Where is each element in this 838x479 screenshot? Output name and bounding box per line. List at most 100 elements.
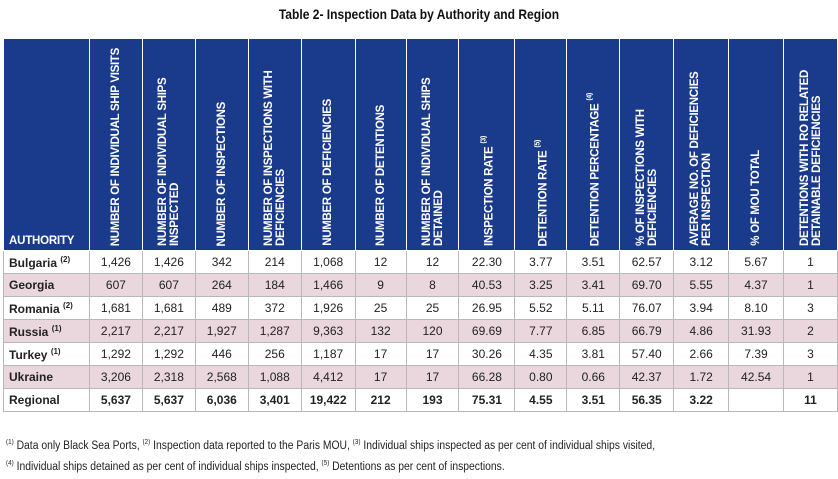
table-cell: 1,927: [194, 319, 249, 343]
table-cell: 446: [194, 342, 249, 366]
footnote-marker: (5): [321, 460, 330, 467]
footnote-text: Inspection data reported to the Paris MO…: [150, 439, 353, 452]
table-cell: 2: [783, 319, 838, 343]
footnote-line-2: (4) Individual ships detained as per cen…: [6, 460, 505, 473]
col-header-deficiencies: NUMBER OF DEFICIENCIES: [300, 38, 356, 251]
table-cell: 184: [247, 273, 302, 297]
table-row: Romania (2) 1,681 1,681 489 372 1,926 25 25 26.9…: [3, 296, 838, 320]
table-cell: 1,292: [141, 342, 196, 366]
footnote-text: Data only Black Sea Ports,: [13, 439, 143, 452]
table-cell: 1: [783, 250, 838, 274]
table-cell: 607: [141, 273, 196, 297]
table-cell: 120: [405, 319, 460, 343]
table-cell: 40.53: [458, 273, 516, 297]
authority-name-cell: Georgia: [3, 273, 90, 297]
table-cell: 4.37: [728, 273, 784, 297]
col-header-detention-rate: DETENTION RATE (5): [514, 38, 568, 251]
table-cell: 69.70: [619, 273, 675, 297]
table-cell: 66.79: [619, 319, 675, 343]
authority-name-cell: Ukraine: [3, 365, 90, 389]
authority-name: Turkey: [9, 347, 48, 362]
table-cell: 56.35: [619, 388, 675, 412]
table-cell: 75.31: [458, 388, 516, 412]
table-cell: 3.81: [566, 342, 621, 366]
table-cell: 264: [194, 273, 249, 297]
authority-name: Romania: [9, 301, 60, 316]
table-cell: 214: [247, 250, 302, 274]
table-cell: 69.69: [458, 319, 516, 343]
footnote-marker: (4): [6, 460, 14, 467]
table-cell: 1,681: [141, 296, 196, 320]
table-row: Turkey (1) 1,292 1,292 446 256 1,187 17 17 30.26…: [3, 342, 838, 366]
table-cell: 42.54: [728, 365, 784, 389]
col-header-authority: AUTHORITY: [3, 38, 90, 251]
table-cell: 76.07: [619, 296, 675, 320]
table-row: Russia (1) 2,217 2,217 1,927 1,287 9,363 132 12…: [3, 319, 838, 343]
table-cell: 17: [405, 342, 460, 366]
table-cell: 1: [783, 273, 838, 297]
col-header-detention-percentage: DETENTION PERCENTAGE (4): [566, 38, 621, 251]
footnote-marker: (1): [6, 439, 14, 446]
regional-total-row: Regional 5,637 5,637 6,036 3,401 19,422 212 193…: [3, 388, 838, 412]
table-cell: 3.41: [566, 273, 621, 297]
footnote-text: Individual ships detained as per cent of…: [13, 460, 322, 473]
authority-name: Bulgaria: [9, 255, 58, 270]
col-header-pct-inspections-with-deficiencies: % OF INSPECTIONS WITH DEFICIENCIES: [619, 38, 675, 251]
table-cell: 31.93: [728, 319, 784, 343]
table-cell: 25: [405, 296, 460, 320]
col-header-inspection-rate: INSPECTION RATE (3): [458, 38, 516, 251]
table-cell: 607: [88, 273, 143, 297]
table-cell: 22.30: [458, 250, 516, 274]
table-cell: 19,422: [300, 388, 356, 412]
col-header-avg-deficiencies: AVERAGE NO. OF DEFICIENCIES PER INSPECTI…: [673, 38, 730, 251]
table-cell: 5.52: [514, 296, 568, 320]
col-header-ships-detained: NUMBER OF INDIVIDUAL SHIPS DETAINED: [405, 38, 460, 251]
table-cell: 26.95: [458, 296, 516, 320]
table-cell: 0.66: [566, 365, 621, 389]
table-title: Table 2- Inspection Data by Authority an…: [278, 6, 560, 22]
table-cell: 1,068: [300, 250, 356, 274]
table-cell: 1,187: [300, 342, 356, 366]
table-cell: 66.28: [458, 365, 516, 389]
table-cell: 5,637: [88, 388, 143, 412]
table-cell: 4,412: [300, 365, 356, 389]
authority-name-cell: Bulgaria (2): [3, 250, 90, 274]
table-cell: 57.40: [619, 342, 675, 366]
inspection-table: AUTHORITY NUMBER OF INDIVIDUAL SHIP VISI…: [3, 38, 838, 412]
table-cell: 9,363: [300, 319, 356, 343]
table-cell: 3.51: [566, 388, 621, 412]
table-cell: 342: [194, 250, 249, 274]
table-cell: 4.35: [514, 342, 568, 366]
table-cell: 3.77: [514, 250, 568, 274]
authority-name: Russia: [9, 324, 49, 339]
col-header-ship-visits: NUMBER OF INDIVIDUAL SHIP VISITS: [88, 38, 143, 251]
table-cell: 12: [405, 250, 460, 274]
table-cell: 2,217: [141, 319, 196, 343]
table-cell: 1,292: [88, 342, 143, 366]
table-cell: 1,426: [88, 250, 143, 274]
table-cell: 11: [783, 388, 838, 412]
table-cell: 372: [247, 296, 302, 320]
table-cell: 5.11: [566, 296, 621, 320]
table-cell: 1,088: [247, 365, 302, 389]
table-cell: 17: [354, 342, 407, 366]
table-cell: 2,318: [141, 365, 196, 389]
table-cell: 0.80: [514, 365, 568, 389]
authority-name-cell: Romania (2): [3, 296, 90, 320]
table-cell: 3,401: [247, 388, 302, 412]
table-cell: 1: [783, 365, 838, 389]
table-cell: 6,036: [194, 388, 249, 412]
footnote-marker: (1): [50, 346, 61, 356]
table-cell: 3: [783, 342, 838, 366]
table-cell: 6.85: [566, 319, 621, 343]
footnote-line-1: (1) Data only Black Sea Ports, (2) Inspe…: [6, 439, 655, 452]
table-cell: 42.37: [619, 365, 675, 389]
table-cell: 5.55: [673, 273, 730, 297]
authority-name: Ukraine: [9, 370, 54, 384]
authority-name: Regional: [9, 393, 60, 407]
col-header-ships-inspected: NUMBER OF INDIVIDUAL SHIPS INSPECTED: [141, 38, 196, 251]
table-cell: 256: [247, 342, 302, 366]
table-cell: 25: [354, 296, 407, 320]
footnote-marker: (2): [60, 254, 71, 264]
table-cell: 3.94: [673, 296, 730, 320]
